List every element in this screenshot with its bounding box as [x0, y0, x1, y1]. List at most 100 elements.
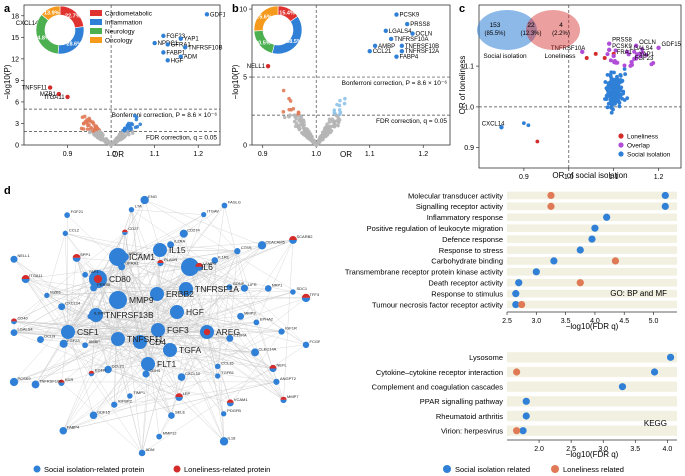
network-node	[142, 370, 150, 378]
panel-c-ytick-label: 0.9	[464, 145, 474, 152]
panel-e-row-bg	[507, 289, 677, 298]
panel-a-point-itga11	[65, 94, 70, 100]
network-edge	[65, 233, 191, 268]
network-edge	[156, 233, 185, 295]
network-edge	[229, 316, 241, 339]
legend-social: Social isolation related	[455, 465, 530, 474]
network-legend-lonely-dot	[173, 465, 181, 473]
network-edge	[13, 249, 161, 322]
panel-e-xlabel: −log10(FDR q)	[566, 322, 619, 331]
network-node	[214, 363, 221, 370]
network-hub-label: CD4	[149, 337, 166, 347]
network-node-label: PDGFB	[227, 408, 241, 413]
network-edge	[91, 314, 97, 374]
network-node	[264, 285, 272, 292]
panel-c-point-label: CXCL14	[482, 121, 505, 127]
panel-a-frame	[23, 4, 221, 146]
network-node	[177, 373, 186, 381]
network-edge	[141, 344, 307, 454]
network-node-label: NRP1	[272, 282, 283, 287]
panel-a-ytick-label: 12	[11, 56, 19, 63]
panel-c-point-overlap	[640, 47, 645, 52]
network-node-social	[289, 239, 297, 244]
panel-d-label: d	[4, 185, 11, 197]
network-node-label: IL10RA	[233, 332, 247, 337]
panel-b-pie-slice-label: 15.4%	[279, 11, 295, 17]
network-edge	[178, 251, 238, 398]
network-node	[290, 289, 296, 295]
network-node-label: LGALS4	[18, 327, 34, 332]
network-node-social	[72, 257, 81, 262]
panel-b-point	[332, 111, 337, 115]
panel-c-ylabel: OR of loneliness	[458, 56, 467, 115]
network-node-label: GDNF	[233, 281, 245, 286]
panel-e-category-label: Inflammatory response	[427, 213, 503, 222]
network-edge	[61, 349, 171, 384]
network-edge	[25, 278, 159, 331]
network-edge	[206, 322, 257, 333]
network-edge	[156, 260, 215, 295]
network-node-social	[11, 321, 17, 325]
network-node-label: SDC1	[296, 286, 307, 291]
network-edge	[159, 249, 238, 252]
panel-b: b 0.9 1.0 1.1 1.2 0 5 10 Bonferroni correction,…	[228, 0, 453, 160]
panel-a-chart: a 0.9 1.0 1.1 1.2 0 3 6 9 12 15 18 Bonferroni corre…	[3, 3, 225, 159]
network-hub-label: TNFRSF1A	[195, 284, 239, 294]
panel-b-point	[327, 117, 332, 122]
panel-e-category-label: Death receptor activity	[428, 279, 503, 288]
venn-mid-count: 22	[527, 22, 535, 29]
panel-e-dot-social	[588, 235, 596, 243]
panel-b-point	[325, 133, 330, 137]
panel-c-point-fra1	[611, 53, 616, 59]
panel-b-point	[287, 96, 291, 101]
panel-b-point-nell1	[265, 63, 271, 69]
network-node-label: IGFBP2	[118, 399, 133, 404]
network-edge	[159, 239, 294, 251]
panel-a-label: a	[4, 3, 11, 15]
network-node-label: FCGR2B	[310, 339, 321, 344]
panel-c-legend-label: Overlap	[627, 143, 650, 150]
panel-b-point-label: TNFRSF10B	[405, 44, 439, 50]
network-node-label: GDF15	[97, 409, 111, 414]
panel-a-point	[87, 130, 92, 135]
panel-c-point-yap1	[633, 55, 639, 61]
panel-a-point	[85, 118, 89, 122]
panel-c-point	[521, 121, 526, 126]
network-legend-social: Social isolation-related protein	[44, 465, 144, 474]
panel-e-xtick-label: 2.5	[502, 318, 512, 325]
panel-e: e Molecular transducer activitySignallin…	[322, 182, 685, 332]
network-edge	[65, 233, 99, 280]
panel-a-point	[106, 141, 110, 145]
panel-b-point	[304, 127, 309, 131]
panel-b-point	[296, 125, 301, 130]
panel-c-point	[623, 72, 628, 76]
panel-a-ytick-label: 15	[11, 35, 19, 42]
network-edge	[139, 341, 225, 442]
network-node-label: ANGPT2	[280, 376, 297, 381]
network-node-label: FGF21	[71, 209, 84, 214]
network-node	[59, 339, 68, 348]
panel-b-point	[287, 107, 292, 112]
network-hub-node	[150, 287, 164, 301]
network-node-social	[21, 279, 30, 284]
network-edge	[61, 382, 143, 454]
network-edge	[121, 266, 171, 351]
panel-a-point-label: FGF23	[166, 34, 185, 40]
network-hub-label: HGF	[186, 307, 204, 317]
network-edge	[61, 338, 119, 384]
network-edge	[206, 297, 307, 333]
panel-f-row-bg	[507, 396, 677, 407]
network-edge	[147, 363, 218, 377]
panel-a-point	[125, 123, 130, 128]
panel-b-point	[337, 118, 342, 122]
panel-a: a 0.9 1.0 1.1 1.2 0 3 6 9 12 15 18 Bonferroni corre…	[0, 0, 225, 160]
network-edge	[117, 199, 145, 301]
network-node-label: CCL21	[112, 364, 125, 369]
network-node	[273, 378, 280, 385]
panel-e-tag: GO: BP and MF	[610, 289, 667, 298]
panel-c-point-overlap	[638, 54, 643, 59]
network-hub-label: TGFA	[179, 345, 202, 355]
panel-f-category-label: PPAR signalling pathway	[420, 397, 503, 406]
panel-a-fdr-label: FDR correction, q = 0.05	[146, 134, 217, 141]
network-edge	[67, 274, 86, 333]
